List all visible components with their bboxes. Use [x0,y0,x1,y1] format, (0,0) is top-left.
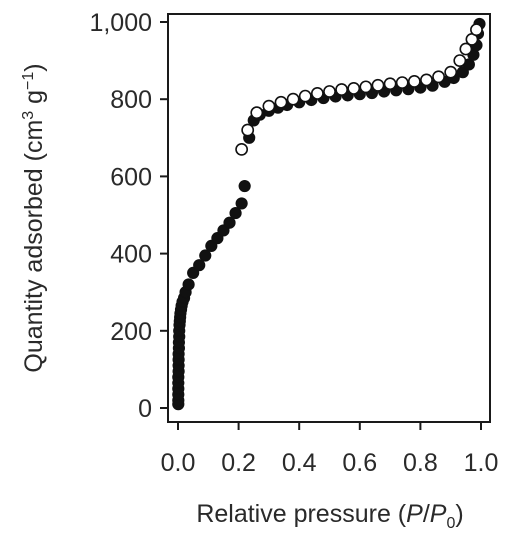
desorption-point [241,123,255,137]
x-tick-label: 1.0 [464,449,499,477]
desorption-point [395,76,409,90]
y-tick-label: 0 [138,395,152,423]
desorption-point [432,70,445,84]
adsorption-point [235,197,248,210]
desorption-point [407,75,421,88]
desorption-point [459,42,473,56]
desorption-point [310,87,324,100]
desorption-point [444,65,458,79]
plot-area [160,13,491,430]
adsorption-point [199,249,212,262]
adsorption-point [229,206,242,220]
plot-frame [167,13,491,423]
desorption-point [347,81,361,95]
desorption-point [235,142,249,156]
x-tick-label: 0.8 [403,449,438,477]
x-tick-label: 0.0 [161,449,196,477]
desorption-point [286,92,300,106]
x-axis-tick-labels: 0.0 0.2 0.4 0.6 0.8 1.0 [161,449,499,477]
desorption-point [371,78,385,92]
x-tick-label: 0.2 [221,449,256,477]
desorption-point [470,23,483,37]
y-axis-label: Quantity adsorbed (cm3 g−1) [20,63,48,372]
y-axis-tick-labels: 0 200 400 600 800 1,000 [89,9,152,423]
y-tick-label: 800 [110,86,152,114]
desorption-point [383,77,397,91]
y-tick-label: 600 [110,163,152,191]
y-tick-label: 200 [110,318,152,346]
y-tick-label: 1,000 [89,9,152,37]
y-axis-ticks [160,21,168,409]
x-axis-label: Relative pressure (P/P0) [196,500,463,532]
desorption-point [298,89,312,103]
desorption-point [250,106,264,120]
data-points [172,17,486,411]
desorption-point [335,83,349,96]
desorption-point [323,85,336,98]
adsorption-point [182,278,195,291]
adsorption-point [238,179,251,193]
x-tick-label: 0.6 [342,449,377,477]
y-tick-label: 400 [110,241,152,269]
adsorption-point [193,259,206,272]
desorption-point [453,54,467,67]
desorption-point [420,73,433,87]
adsorption-point [223,216,236,229]
desorption-point [274,95,288,109]
x-axis-ticks [177,422,482,430]
desorption-point [262,99,276,113]
x-tick-label: 0.4 [282,449,317,477]
desorption-point [359,80,373,94]
